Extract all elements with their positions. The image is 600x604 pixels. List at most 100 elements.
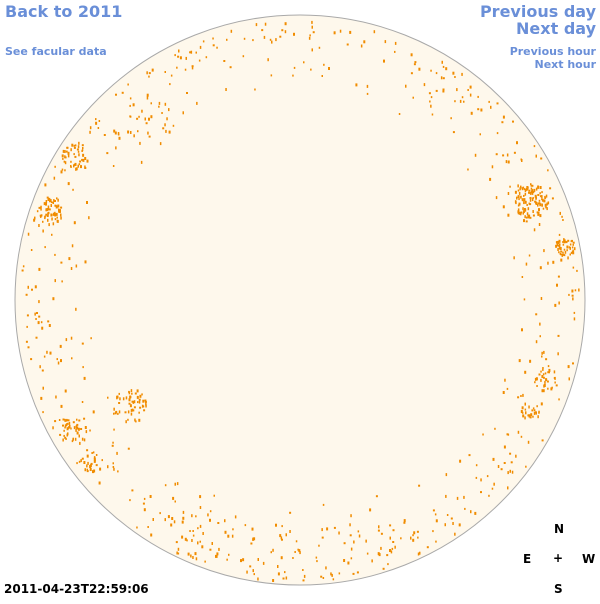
facula-point	[64, 424, 67, 428]
facula-point	[70, 165, 72, 167]
facula-point	[523, 194, 525, 197]
facula-point	[520, 395, 522, 397]
facula-point	[81, 342, 84, 345]
facula-point	[539, 186, 542, 189]
facula-point	[60, 261, 63, 264]
facula-point	[45, 208, 48, 212]
facula-point	[308, 36, 311, 40]
facula-point	[139, 141, 141, 145]
facula-point	[47, 199, 49, 201]
facula-point	[145, 122, 148, 125]
facula-point	[532, 407, 535, 410]
facula-point	[373, 30, 376, 34]
facula-point	[541, 375, 544, 378]
facula-point	[538, 199, 541, 202]
facula-point	[445, 494, 447, 498]
facula-point	[523, 210, 525, 213]
facula-point	[81, 158, 83, 161]
see-facular-data-link[interactable]: See facular data	[5, 45, 107, 58]
facula-point	[410, 72, 413, 75]
facula-point	[68, 425, 70, 429]
facula-point	[186, 92, 188, 94]
previous-hour-link[interactable]: Previous hour	[509, 45, 596, 58]
facula-point	[559, 247, 562, 250]
facula-point	[566, 245, 569, 249]
facula-point	[540, 378, 542, 382]
facula-point	[81, 150, 83, 152]
facula-point	[243, 37, 246, 40]
facula-point	[62, 149, 65, 153]
facula-point	[129, 104, 131, 107]
facula-point	[524, 416, 526, 420]
facula-point	[116, 397, 118, 400]
facula-point	[284, 30, 287, 34]
facula-point	[515, 454, 517, 458]
facula-point	[213, 494, 215, 497]
facula-point	[53, 199, 55, 203]
facula-point	[267, 58, 269, 62]
facula-point	[209, 518, 211, 522]
facula-point	[526, 204, 528, 206]
facula-point	[33, 218, 36, 222]
observation-timestamp: 2011-04-23T22:59:06	[4, 582, 149, 596]
facula-point	[559, 211, 561, 215]
facula-point	[89, 465, 92, 468]
facula-point	[129, 404, 132, 408]
facula-point	[333, 31, 336, 35]
facula-point	[136, 389, 139, 393]
facula-point	[533, 145, 536, 148]
facula-point	[112, 462, 114, 465]
facula-point	[321, 528, 323, 532]
facula-point	[525, 216, 528, 219]
facula-point	[520, 211, 522, 214]
facula-point	[502, 115, 505, 119]
facula-point	[147, 526, 149, 528]
facula-point	[56, 358, 58, 361]
facula-point	[527, 214, 530, 218]
facula-point	[538, 202, 541, 205]
facula-point	[146, 71, 148, 75]
facula-point	[357, 530, 360, 533]
facula-point	[76, 462, 78, 465]
facula-point	[38, 315, 41, 318]
facula-point	[281, 525, 283, 528]
facula-point	[148, 72, 151, 75]
facula-point	[211, 542, 213, 545]
facula-point	[450, 117, 452, 120]
facula-point	[522, 211, 524, 215]
facula-point	[50, 199, 52, 201]
back-to-year-link[interactable]: Back to 2011	[5, 2, 123, 21]
facula-point	[454, 76, 456, 78]
previous-day-link[interactable]: Previous day	[479, 2, 596, 21]
facula-point	[537, 213, 540, 216]
facula-point	[545, 206, 547, 209]
facula-point	[510, 461, 513, 464]
facula-point	[325, 566, 327, 570]
facula-point	[121, 91, 124, 94]
facula-point	[59, 433, 62, 436]
facula-point	[541, 439, 544, 442]
facula-point	[403, 519, 406, 523]
facula-point	[92, 470, 94, 474]
facula-point	[576, 269, 578, 272]
facula-point	[164, 123, 166, 127]
facula-point	[63, 434, 65, 437]
facula-point	[164, 71, 166, 73]
next-day-link[interactable]: Next day	[516, 19, 596, 38]
facula-point	[568, 246, 571, 249]
facula-point	[114, 412, 117, 415]
facula-point	[535, 340, 538, 344]
facula-point	[366, 552, 369, 555]
facula-point	[209, 510, 212, 513]
facula-point	[134, 392, 137, 395]
facula-point	[77, 150, 80, 153]
facula-point	[289, 530, 291, 533]
facula-point	[192, 530, 194, 532]
facula-point	[128, 398, 131, 402]
facula-point	[26, 325, 28, 328]
next-hour-link[interactable]: Next hour	[534, 58, 597, 71]
facula-point	[76, 148, 79, 151]
facula-point	[442, 77, 445, 80]
facula-point	[164, 102, 167, 106]
facula-point	[194, 552, 197, 556]
